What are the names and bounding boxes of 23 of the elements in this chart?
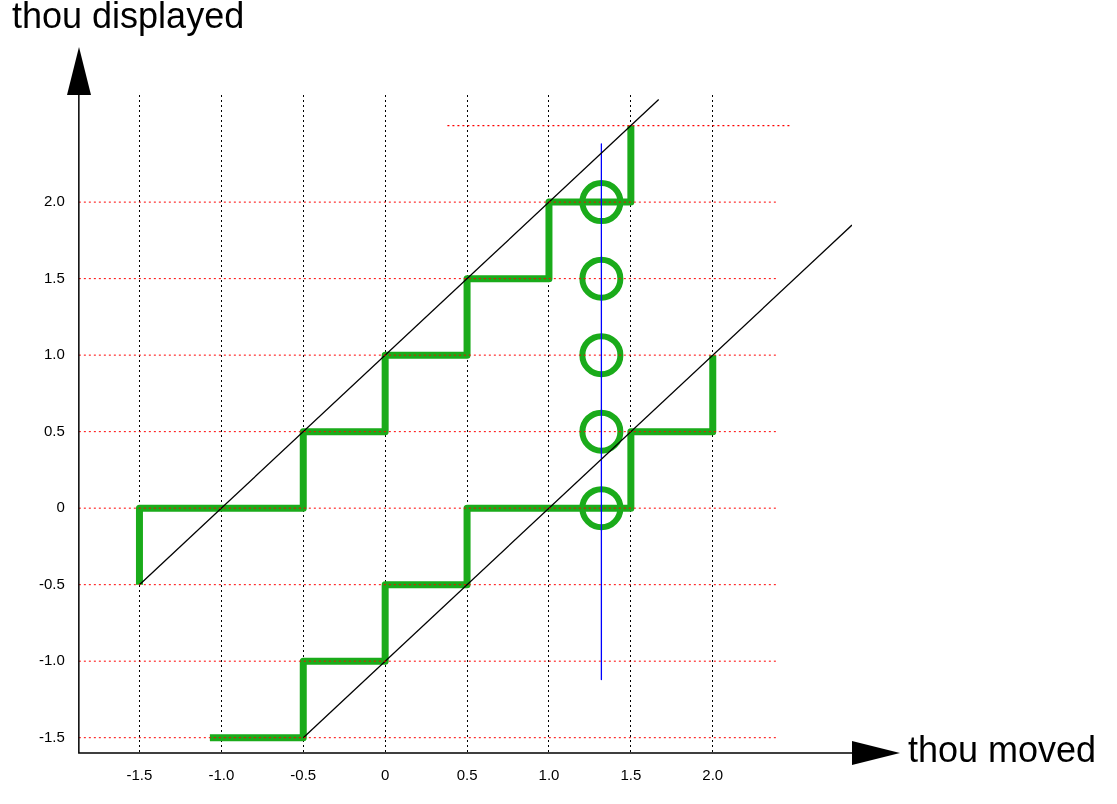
y-tick-label: 1.5 [43,268,65,286]
y-tick-label: -1.0 [38,651,65,669]
x-tick-label: -1.5 [126,766,153,784]
y-tick-label: -1.5 [38,727,65,745]
y-tick-label: 1.0 [43,345,65,363]
y-tick-label: 2.0 [43,192,65,210]
x-tick-label: 0.5 [456,766,478,784]
x-tick-label: -0.5 [290,766,317,784]
x-tick-label: 1.0 [538,766,560,784]
y-tick-label: 0 [56,498,65,516]
y-tick-label: -0.5 [38,574,65,592]
y-tick-label: 0.5 [43,421,65,439]
x-tick-label: -1.0 [208,766,235,784]
point [579,409,624,454]
y-axis-title: thou displayed [12,0,245,37]
point [579,333,624,378]
x-axis-title: thou moved [908,729,1097,771]
x-tick-label: 1.5 [620,766,642,784]
point [579,180,624,225]
point [579,486,624,531]
x-tick-label: 0 [380,766,390,784]
x-tick-label: 2.0 [702,766,724,784]
point [579,256,624,301]
